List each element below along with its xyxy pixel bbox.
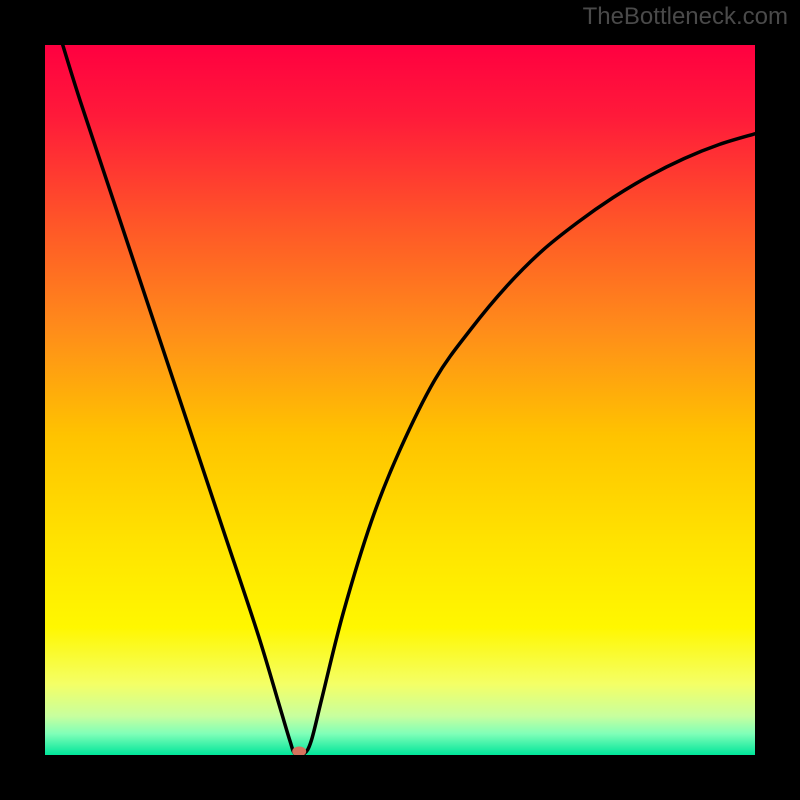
watermark: TheBottleneck.com <box>583 3 788 30</box>
bottleneck-chart: TheBottleneck.com <box>0 0 800 800</box>
min-marker <box>292 746 306 756</box>
plot-background <box>45 45 755 755</box>
